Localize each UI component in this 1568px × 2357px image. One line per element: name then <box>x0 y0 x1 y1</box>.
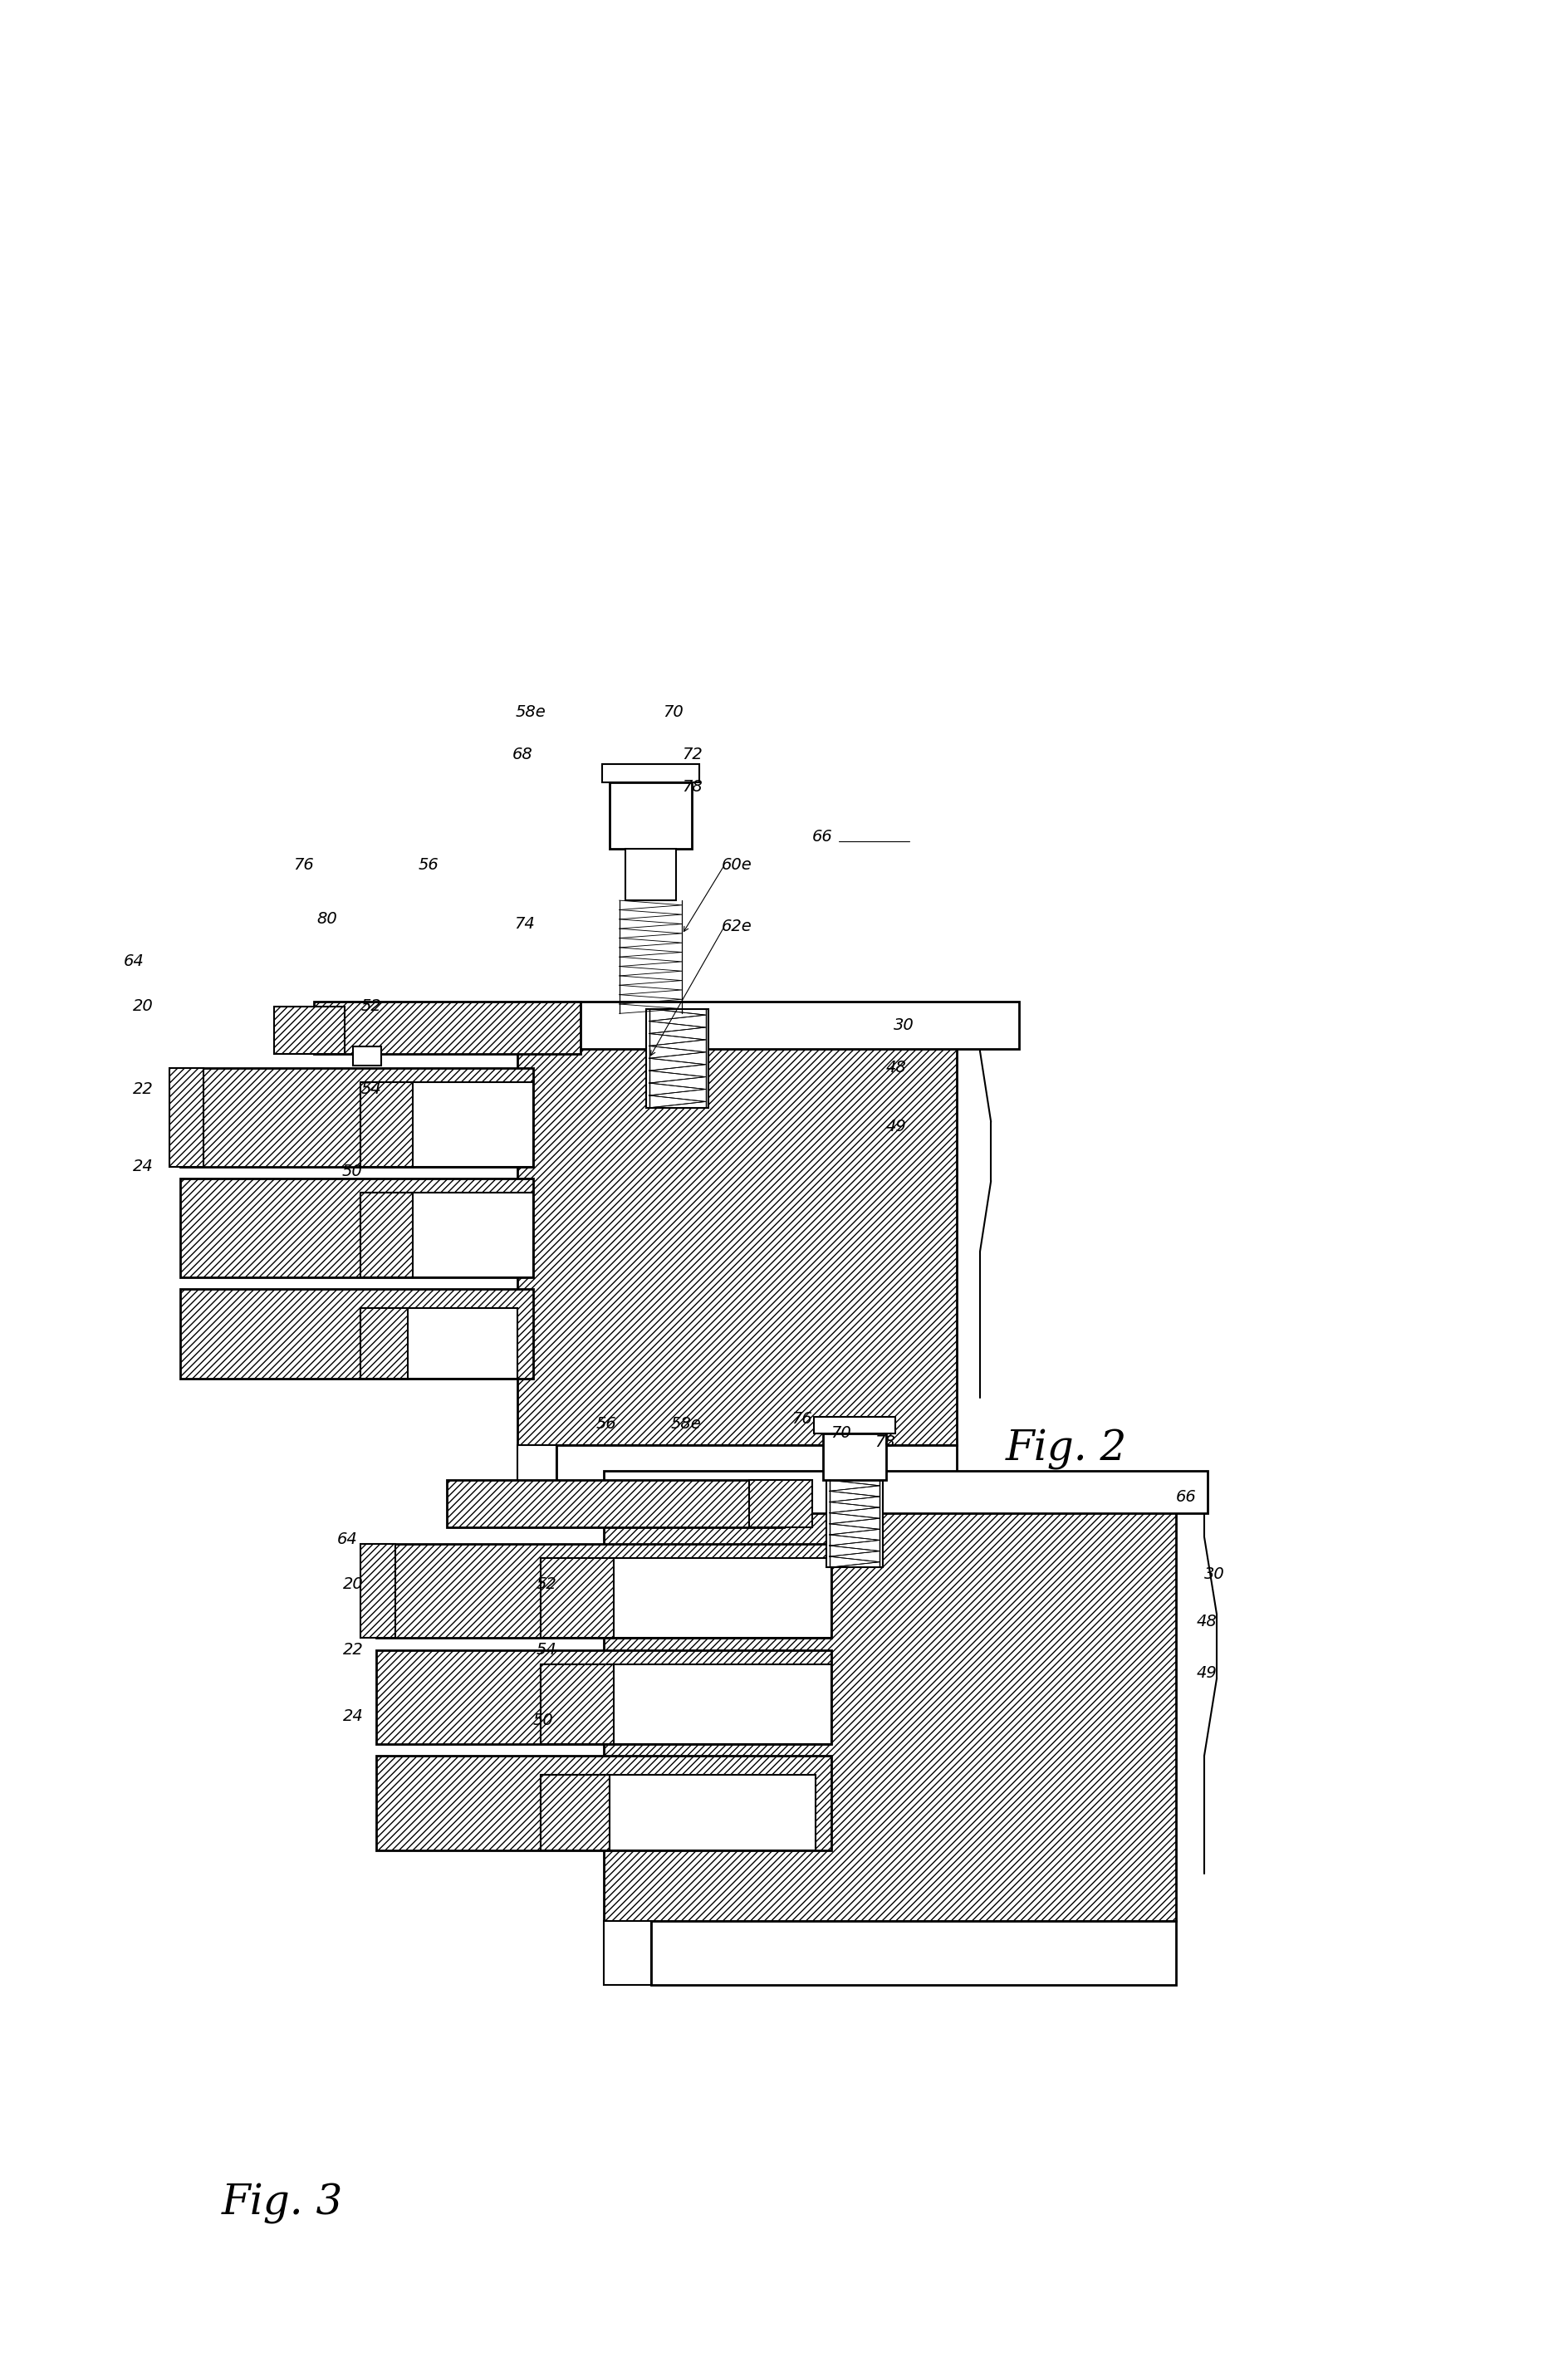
Text: 49: 49 <box>1196 1666 1217 1681</box>
Polygon shape <box>626 849 676 900</box>
Polygon shape <box>376 1756 831 1850</box>
Text: Fig. 3: Fig. 3 <box>221 2183 343 2225</box>
Text: 58e: 58e <box>516 705 546 719</box>
Text: 64: 64 <box>337 1532 358 1546</box>
Polygon shape <box>826 1480 883 1567</box>
Text: 80: 80 <box>317 912 337 926</box>
Polygon shape <box>602 764 699 783</box>
Text: 72: 72 <box>682 747 702 761</box>
Text: 76: 76 <box>792 1412 812 1426</box>
Polygon shape <box>274 1006 345 1054</box>
Text: 22: 22 <box>133 1082 154 1096</box>
Polygon shape <box>541 1664 831 1744</box>
Text: 58e: 58e <box>671 1417 701 1431</box>
Text: 54: 54 <box>536 1643 557 1657</box>
Text: 52: 52 <box>361 999 381 1014</box>
Polygon shape <box>353 1047 381 1065</box>
Polygon shape <box>361 1308 517 1379</box>
Polygon shape <box>376 1544 831 1638</box>
Text: 66: 66 <box>1176 1490 1196 1504</box>
Polygon shape <box>180 1068 533 1167</box>
Text: 30: 30 <box>1204 1567 1225 1582</box>
Text: 68: 68 <box>513 747 533 761</box>
Polygon shape <box>823 1433 886 1480</box>
Polygon shape <box>517 1445 557 1508</box>
Text: 20: 20 <box>133 999 154 1014</box>
Text: Fig. 2: Fig. 2 <box>1005 1428 1127 1471</box>
Polygon shape <box>361 1193 533 1277</box>
Polygon shape <box>361 1082 412 1167</box>
Polygon shape <box>180 1178 533 1277</box>
Polygon shape <box>169 1068 204 1167</box>
Polygon shape <box>610 783 691 849</box>
Polygon shape <box>541 1558 831 1638</box>
Polygon shape <box>541 1558 613 1638</box>
Text: 49: 49 <box>886 1120 906 1134</box>
Text: 70: 70 <box>663 705 684 719</box>
Text: 70: 70 <box>831 1426 851 1440</box>
Polygon shape <box>651 1921 1176 1985</box>
Text: 76: 76 <box>293 858 314 872</box>
Text: 50: 50 <box>342 1164 362 1178</box>
Text: 48: 48 <box>886 1061 906 1075</box>
Polygon shape <box>646 1009 709 1108</box>
Text: 22: 22 <box>343 1643 364 1657</box>
Polygon shape <box>814 1417 895 1433</box>
Text: 48: 48 <box>1196 1615 1217 1629</box>
Text: 78: 78 <box>682 780 702 794</box>
Text: 74: 74 <box>514 917 535 931</box>
Polygon shape <box>604 1485 1176 1921</box>
Text: 54: 54 <box>361 1082 381 1096</box>
Polygon shape <box>604 1471 1207 1513</box>
Polygon shape <box>180 1289 533 1379</box>
Polygon shape <box>314 1002 580 1054</box>
Text: 56: 56 <box>419 858 439 872</box>
Polygon shape <box>447 1480 784 1527</box>
Text: 20: 20 <box>343 1577 364 1591</box>
Text: 52: 52 <box>536 1577 557 1591</box>
Polygon shape <box>750 1480 812 1527</box>
Text: 64: 64 <box>124 955 144 969</box>
Text: 78: 78 <box>875 1435 895 1450</box>
Text: 60e: 60e <box>721 858 751 872</box>
Text: 24: 24 <box>343 1709 364 1723</box>
Text: 62e: 62e <box>721 919 751 933</box>
Polygon shape <box>361 1544 395 1638</box>
Polygon shape <box>361 1308 408 1379</box>
Polygon shape <box>361 1082 533 1167</box>
Polygon shape <box>557 1445 956 1508</box>
Polygon shape <box>517 1009 956 1445</box>
Text: 50: 50 <box>533 1714 554 1728</box>
Text: 24: 24 <box>133 1160 154 1174</box>
Polygon shape <box>541 1775 610 1850</box>
Text: 56: 56 <box>596 1417 616 1431</box>
Polygon shape <box>604 1921 651 1985</box>
Polygon shape <box>517 1002 1019 1049</box>
Text: 66: 66 <box>812 830 833 844</box>
Polygon shape <box>361 1193 412 1277</box>
Polygon shape <box>376 1650 831 1744</box>
Polygon shape <box>541 1664 613 1744</box>
Text: 30: 30 <box>894 1018 914 1032</box>
Polygon shape <box>541 1775 815 1850</box>
